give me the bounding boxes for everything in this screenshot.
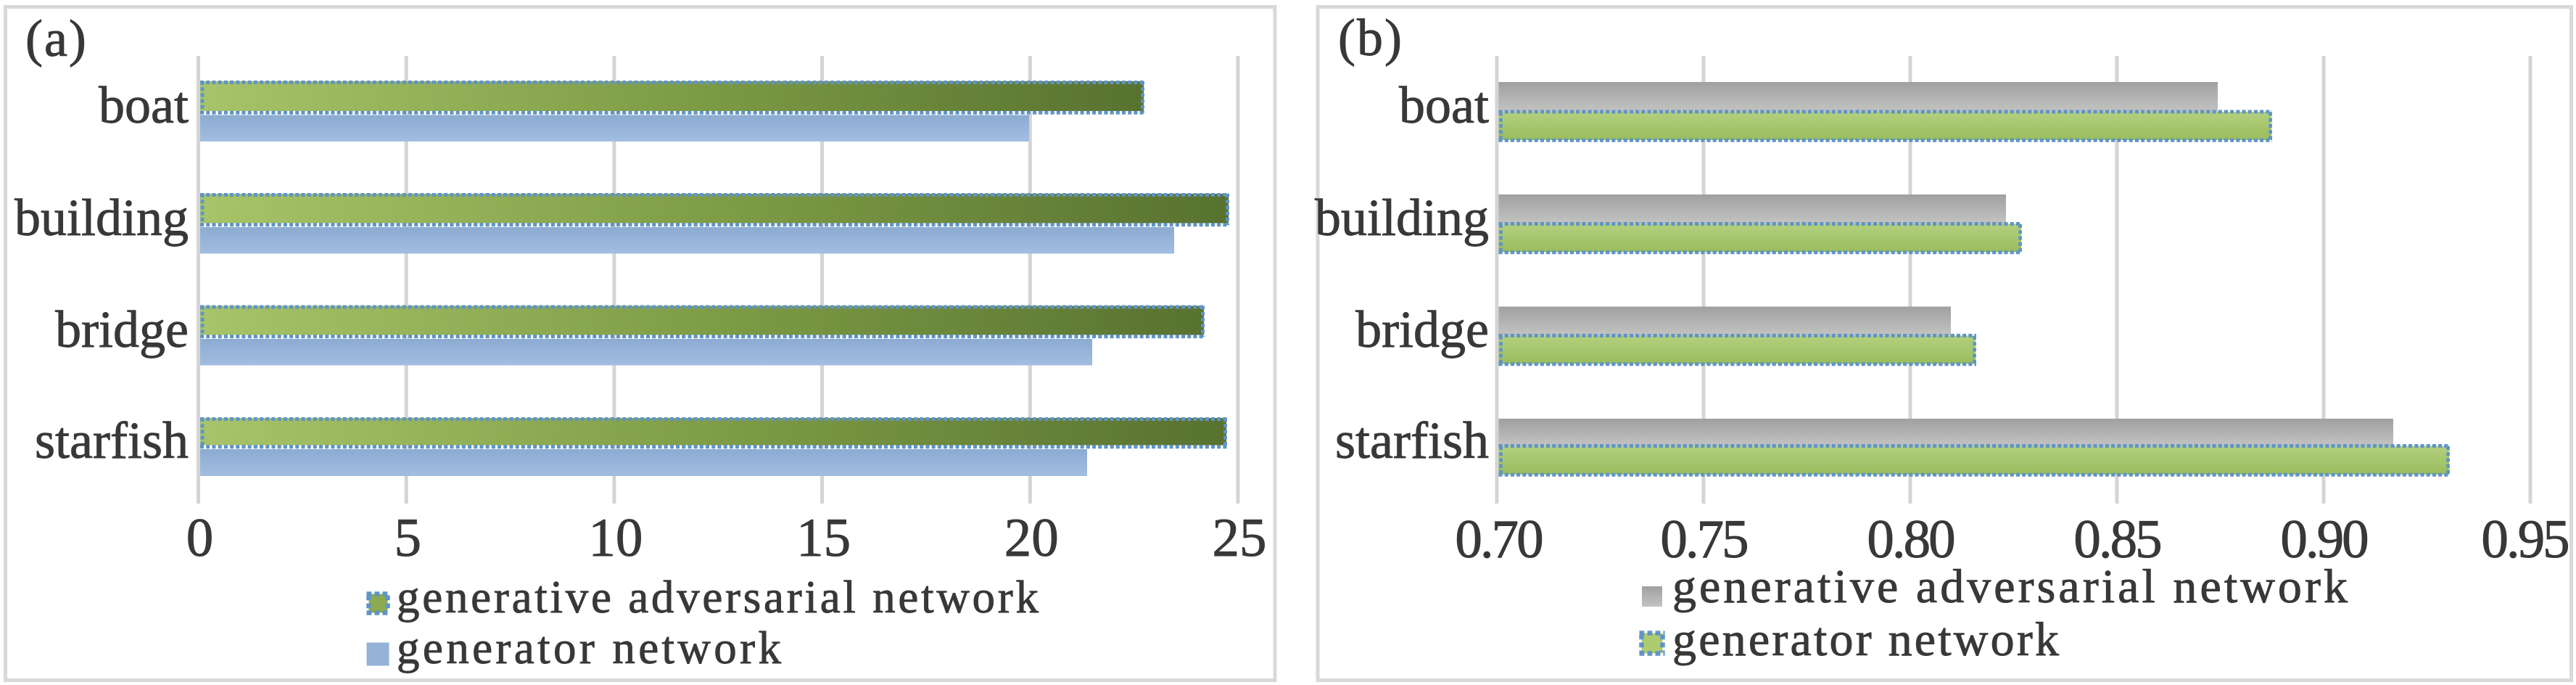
svg-text:0.80: 0.80 xyxy=(1867,509,1954,570)
svg-text:10: 10 xyxy=(588,508,643,568)
svg-text:0.75: 0.75 xyxy=(1660,509,1747,570)
svg-text:building: building xyxy=(1315,189,1489,247)
svg-text:starfish: starfish xyxy=(35,411,189,469)
svg-text:0.85: 0.85 xyxy=(2073,509,2160,570)
svg-text:(a): (a) xyxy=(25,9,88,67)
svg-text:starfish: starfish xyxy=(1335,411,1489,469)
svg-text:0: 0 xyxy=(186,508,214,568)
svg-text:generator network: generator network xyxy=(1672,613,2059,666)
svg-text:boat: boat xyxy=(1399,76,1489,134)
svg-text:5: 5 xyxy=(394,508,421,568)
svg-text:(b): (b) xyxy=(1338,9,1403,67)
svg-text:bridge: bridge xyxy=(55,300,189,358)
svg-text:generative adversarial network: generative adversarial network xyxy=(397,572,1039,623)
svg-text:generator network: generator network xyxy=(397,623,782,673)
svg-text:25: 25 xyxy=(1213,508,1267,568)
svg-text:building: building xyxy=(15,189,189,247)
svg-text:0.70: 0.70 xyxy=(1455,509,1542,570)
svg-text:15: 15 xyxy=(796,508,851,568)
svg-text:0.90: 0.90 xyxy=(2280,509,2367,570)
svg-text:0.95: 0.95 xyxy=(2481,509,2568,570)
svg-text:bridge: bridge xyxy=(1355,300,1489,358)
svg-text:generative adversarial network: generative adversarial network xyxy=(1672,560,2348,613)
svg-text:20: 20 xyxy=(1004,508,1059,568)
svg-text:boat: boat xyxy=(99,76,189,134)
